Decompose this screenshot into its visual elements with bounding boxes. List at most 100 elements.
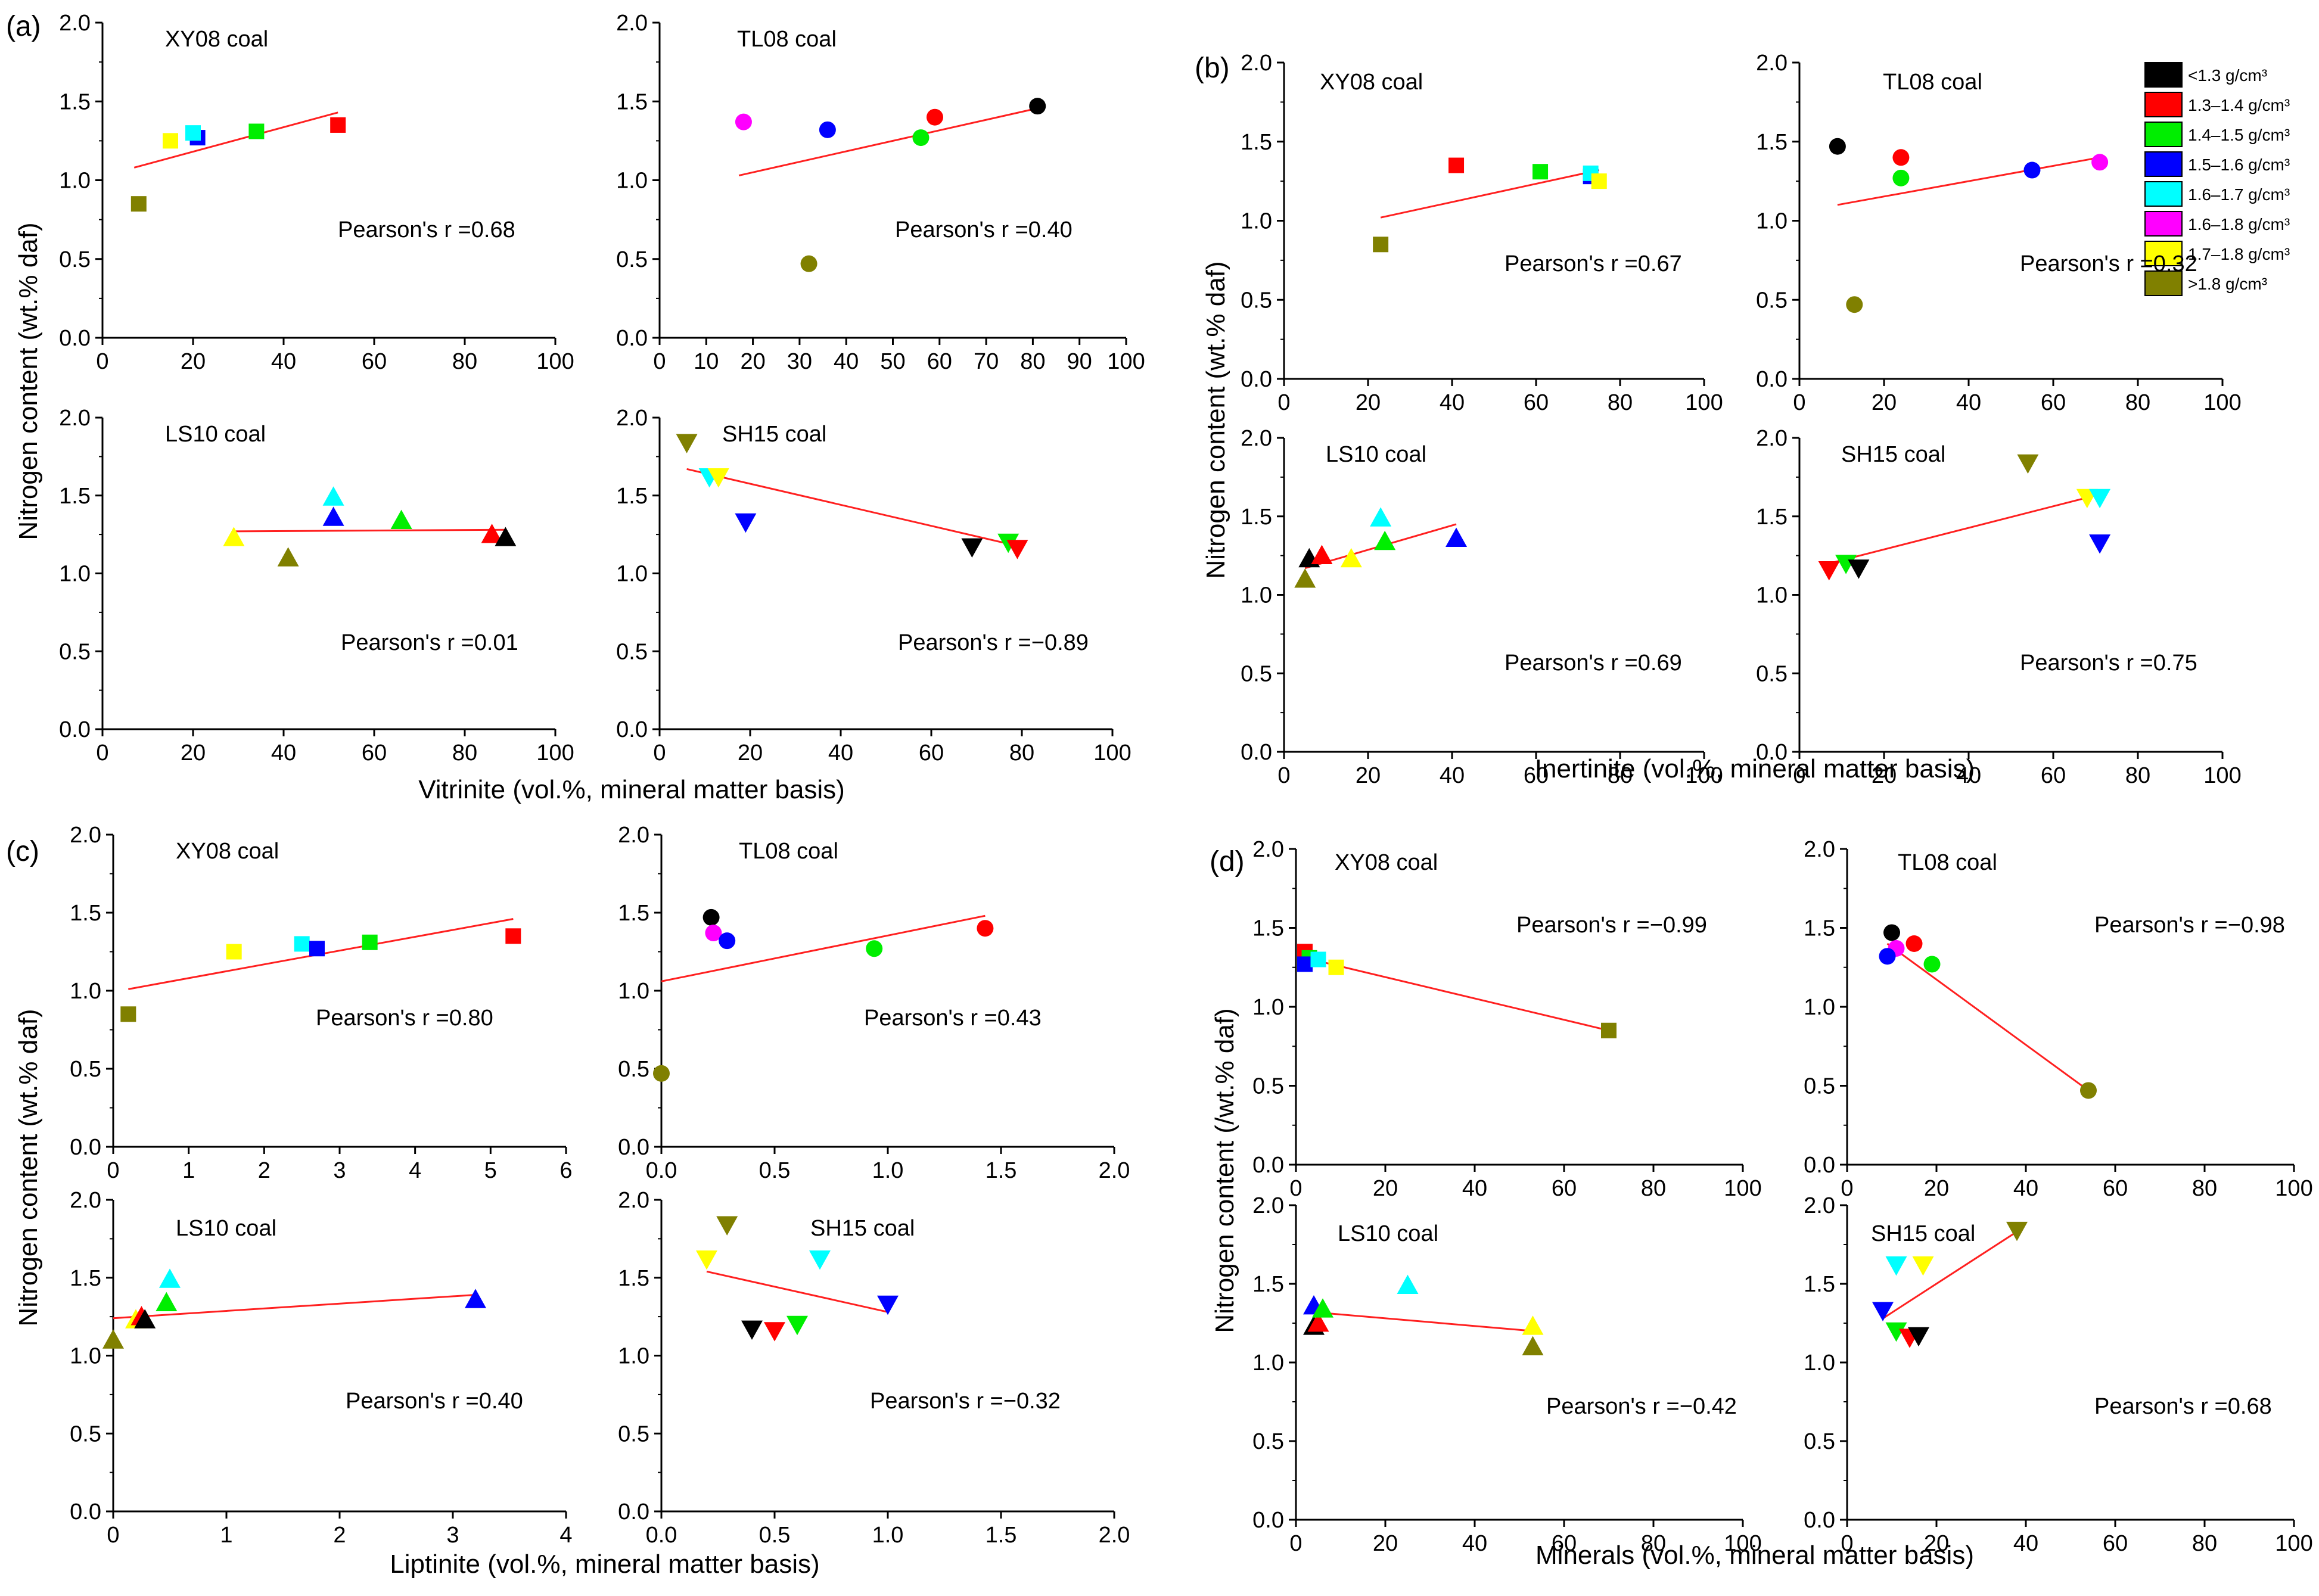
y-tick-label: 1.0 <box>1756 583 1788 608</box>
pearson-annotation: Pearson's r =−0.42 <box>1546 1394 1737 1419</box>
y-tick-label: 0.0 <box>1804 1153 1835 1178</box>
x-tick-label: 100 <box>536 349 574 374</box>
data-point <box>735 113 752 130</box>
data-point <box>465 1289 486 1308</box>
y-tick-label: 1.5 <box>1756 505 1788 530</box>
x-tick-label: 2.0 <box>1099 1158 1130 1183</box>
legend-swatch <box>2144 92 2183 117</box>
scatter-plot: 0.0 0.5 1.0 1.5 2.0 0.0 0.5 1.0 1.5 2.0 SH15 coal P… <box>618 1188 1130 1548</box>
trend-line <box>113 1294 476 1320</box>
data-point <box>1006 540 1028 559</box>
y-tick-label: 1.0 <box>70 979 101 1004</box>
y-tick-label: 0.5 <box>1252 1074 1284 1099</box>
x-tick-label: 80 <box>1641 1176 1666 1201</box>
x-tick-label: 60 <box>919 741 944 766</box>
y-tick-label: 1.0 <box>1756 209 1788 234</box>
data-point <box>877 1295 899 1315</box>
data-point <box>1373 237 1389 253</box>
x-tick-label: 100 <box>1093 741 1131 766</box>
scatter-plot: 0.0 0.5 1.0 1.5 2.0 0 1 2 3 4 LS10 coal Pearson's r… <box>70 1188 572 1548</box>
x-tick-label: 0 <box>653 741 666 766</box>
x-tick-label: 0 <box>96 349 108 374</box>
y-tick-label: 0.0 <box>1756 367 1788 392</box>
data-point <box>322 506 344 526</box>
y-tick-label: 0.5 <box>616 639 648 664</box>
x-tick-label: 40 <box>1956 763 1981 788</box>
plot-title: TL08 coal <box>739 839 838 864</box>
panel-label-c: (c) <box>6 836 39 867</box>
y-tick-label: 2.0 <box>1756 51 1788 76</box>
legend-label: 1.3–1.4 g/cm³ <box>2188 96 2290 114</box>
pearson-annotation: Pearson's r =0.80 <box>316 1006 493 1031</box>
y-tick-label: 0.5 <box>618 1421 649 1446</box>
x-tick-label: 80 <box>1608 763 1633 788</box>
data-point <box>2017 454 2039 474</box>
data-point <box>1846 296 1863 313</box>
x-tick-label: 20 <box>1924 1531 1949 1556</box>
pearson-annotation: Pearson's r =0.69 <box>1504 651 1682 676</box>
y-tick-label: 2.0 <box>618 1188 649 1213</box>
plot-title: LS10 coal <box>165 422 266 447</box>
legend-label: 1.4–1.5 g/cm³ <box>2188 126 2290 144</box>
x-tick-label: 80 <box>2192 1176 2217 1201</box>
x-tick-label: 20 <box>1356 763 1381 788</box>
y-axis-label-a: Nitrogen content (wt.% daf) <box>14 222 43 540</box>
data-point <box>390 509 412 529</box>
y-tick-label: 1.5 <box>1756 130 1788 155</box>
legend-item: 1.6–1.7 g/cm³ <box>2144 181 2290 207</box>
y-tick-label: 2.0 <box>1756 426 1788 451</box>
y-tick-label: 1.5 <box>1252 916 1284 941</box>
y-tick-label: 2.0 <box>59 406 91 431</box>
data-point <box>2006 1221 2028 1242</box>
x-tick-label: 50 <box>880 349 905 374</box>
y-tick-label: 0.0 <box>1756 740 1788 765</box>
data-point <box>702 909 720 926</box>
data-point <box>1905 935 1923 952</box>
plot-title: LS10 coal <box>1326 442 1426 467</box>
x-tick-label: 4 <box>409 1158 421 1183</box>
y-tick-label: 1.5 <box>70 901 101 926</box>
x-tick-label: 80 <box>1020 349 1045 374</box>
data-point <box>362 934 378 950</box>
data-point <box>277 547 299 567</box>
y-tick-label: 0.5 <box>1804 1074 1835 1099</box>
x-tick-label: 0 <box>1277 763 1290 788</box>
scatter-plot: 0.0 0.5 1.0 1.5 2.0 0 20 40 60 80 100 LS10 coal Pear… <box>1252 1193 1762 1556</box>
scatter-plot: 0.0 0.5 1.0 1.5 2.0 0 20 40 60 80 100 SH15 coal Pear… <box>1804 1193 2313 1556</box>
pearson-annotation: Pearson's r =0.01 <box>341 630 518 655</box>
x-tick-label: 20 <box>1373 1176 1398 1201</box>
plot-title: LS10 coal <box>176 1216 276 1241</box>
legend-label: 1.7–1.8 g/cm³ <box>2188 245 2290 263</box>
scatter-plot: 0.0 0.5 1.0 1.5 2.0 0 20 40 60 80 100 TL08 coal Pear… <box>1804 837 2313 1201</box>
y-tick-label: 1.0 <box>1804 995 1835 1020</box>
trend-line <box>1829 493 2100 565</box>
legend-label: <1.3 g/cm³ <box>2188 66 2267 85</box>
data-point <box>481 524 503 543</box>
x-tick-label: 60 <box>1552 1176 1577 1201</box>
x-tick-label: 40 <box>834 349 859 374</box>
y-tick-label: 0.0 <box>70 1499 101 1525</box>
data-point <box>1885 1256 1907 1276</box>
x-tick-label: 0 <box>1793 763 1805 788</box>
x-tick-label: 10 <box>694 349 719 374</box>
y-tick-label: 2.0 <box>1241 51 1272 76</box>
x-tick-label: 60 <box>1524 390 1549 415</box>
pearson-annotation: Pearson's r =−0.98 <box>2094 913 2285 938</box>
y-tick-label: 0.5 <box>59 247 91 272</box>
legend-item: 1.6–1.8 g/cm³ <box>2144 211 2290 237</box>
plot-title: XY08 coal <box>1320 70 1423 95</box>
data-point <box>1397 1274 1419 1295</box>
y-tick-label: 1.0 <box>616 169 648 194</box>
y-tick-label: 1.5 <box>1241 130 1272 155</box>
pearson-annotation: Pearson's r =−0.99 <box>1516 913 1707 938</box>
y-tick-label: 1.0 <box>59 562 91 587</box>
data-point <box>2080 1082 2097 1099</box>
pearson-annotation: Pearson's r =0.67 <box>1504 251 1682 276</box>
data-point <box>1591 173 1607 189</box>
x-tick-label: 0.0 <box>646 1523 677 1548</box>
data-point <box>2023 161 2041 179</box>
data-point <box>1879 948 1896 965</box>
y-tick-label: 0.0 <box>1241 367 1272 392</box>
x-tick-label: 100 <box>2203 390 2241 415</box>
data-point <box>1328 959 1344 975</box>
